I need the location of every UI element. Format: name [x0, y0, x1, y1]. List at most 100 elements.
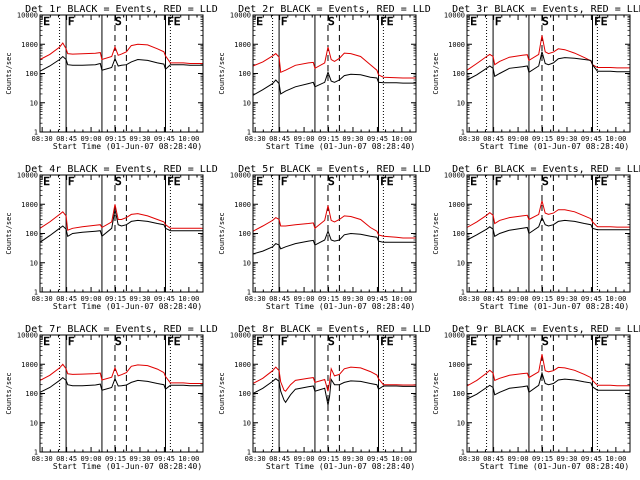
x-tick-label: 09:45	[581, 295, 602, 303]
x-tick-label: 09:15	[105, 135, 126, 143]
y-tick-label: 100	[25, 230, 38, 238]
x-tick-label: 09:30	[556, 455, 577, 463]
y-tick-label: 1	[247, 129, 251, 137]
segment-label: FE	[167, 335, 180, 348]
segment-label: E	[256, 175, 263, 188]
y-tick-label: 10	[30, 419, 38, 427]
y-tick-label: 10000	[230, 12, 251, 20]
y-axis-label: Counts/sec	[432, 372, 440, 414]
x-tick-label: 09:30	[342, 455, 363, 463]
plot-frame	[466, 334, 631, 453]
y-tick-label: 1000	[21, 41, 38, 49]
y-tick-label: 1	[461, 449, 465, 457]
x-tick-label: 09:00	[508, 135, 529, 143]
y-tick-label: 1	[461, 129, 465, 137]
x-tick-label: 09:45	[581, 455, 602, 463]
x-tick-label: 09:45	[154, 295, 175, 303]
panel-det-8: Det 8r BLACK = Events, RED = LLD Counts/s…	[218, 324, 431, 471]
y-tick-label: 100	[238, 70, 251, 78]
x-tick-label: 09:45	[154, 455, 175, 463]
x-tick-label: 08:30	[32, 455, 53, 463]
segment-label: FE	[380, 335, 393, 348]
x-tick-label: 09:15	[105, 455, 126, 463]
panel-title: Det 5r BLACK = Events, RED = LLD	[238, 164, 431, 175]
segment-label: FE	[380, 15, 393, 28]
y-axis-label: Counts/sec	[5, 372, 13, 414]
segment-label: S	[542, 175, 549, 188]
x-tick-label: 08:45	[269, 295, 290, 303]
segment-label: F	[281, 175, 288, 188]
y-tick-label: 1	[34, 289, 38, 297]
plot-frame	[252, 174, 417, 293]
panel-det-7: Det 7r BLACK = Events, RED = LLD Counts/s…	[5, 324, 218, 471]
y-tick-label: 1000	[234, 201, 251, 209]
x-tick-label: 10:00	[391, 295, 412, 303]
segment-label: F	[495, 335, 502, 348]
events-series-line	[39, 209, 203, 243]
panel-title: Det 9r BLACK = Events, RED = LLD	[452, 324, 640, 335]
x-tick-label: 09:00	[508, 295, 529, 303]
panel-title: Det 8r BLACK = Events, RED = LLD	[238, 324, 431, 335]
x-tick-label: 08:30	[245, 455, 266, 463]
segment-label: FE	[594, 15, 607, 28]
x-tick-label: 09:15	[532, 135, 553, 143]
x-tick-label: 09:00	[294, 135, 315, 143]
x-axis-label: Start Time (01-Jun-07 08:28:40)	[480, 142, 629, 151]
x-tick-label: 09:15	[318, 135, 339, 143]
x-tick-label: 09:45	[154, 135, 175, 143]
x-tick-label: 08:45	[483, 135, 504, 143]
y-axis-label: Counts/sec	[218, 212, 226, 254]
x-tick-label: 09:00	[294, 295, 315, 303]
x-tick-label: 09:45	[367, 135, 388, 143]
lld-series-line	[39, 363, 203, 384]
events-series-line	[466, 371, 630, 400]
x-tick-label: 09:30	[129, 135, 150, 143]
y-tick-label: 1000	[21, 361, 38, 369]
x-tick-label: 09:15	[318, 295, 339, 303]
y-tick-label: 10000	[444, 172, 465, 180]
y-tick-label: 100	[25, 390, 38, 398]
plot-frame	[39, 334, 204, 453]
x-tick-label: 08:45	[483, 455, 504, 463]
lld-series-line	[252, 366, 416, 392]
segment-label: S	[542, 335, 549, 348]
segment-label: S	[115, 15, 122, 28]
y-tick-label: 10000	[17, 172, 38, 180]
x-tick-label: 09:00	[294, 455, 315, 463]
x-tick-label: 09:00	[81, 295, 102, 303]
y-tick-label: 1000	[234, 361, 251, 369]
segment-label: FE	[594, 335, 607, 348]
x-tick-label: 09:30	[342, 135, 363, 143]
segment-label: F	[68, 335, 75, 348]
segment-label: FE	[380, 175, 393, 188]
x-tick-label: 10:00	[391, 135, 412, 143]
y-tick-label: 10	[30, 99, 38, 107]
plot-frame	[252, 14, 417, 133]
y-tick-label: 10000	[444, 12, 465, 20]
segment-label: FE	[167, 15, 180, 28]
segment-label: S	[115, 175, 122, 188]
y-tick-label: 1	[34, 129, 38, 137]
segment-label: FE	[167, 175, 180, 188]
x-tick-label: 09:00	[81, 455, 102, 463]
x-tick-label: 10:00	[605, 295, 626, 303]
events-series-line	[252, 229, 416, 255]
segment-label: F	[281, 335, 288, 348]
y-axis-label: Counts/sec	[5, 52, 13, 94]
y-tick-label: 100	[238, 230, 251, 238]
x-tick-label: 10:00	[605, 135, 626, 143]
segment-label: E	[43, 335, 50, 348]
x-tick-label: 09:30	[556, 135, 577, 143]
x-tick-label: 08:45	[56, 295, 77, 303]
x-tick-label: 09:15	[318, 455, 339, 463]
segment-label: F	[495, 175, 502, 188]
plot-frame	[252, 334, 417, 453]
lld-series-line	[252, 46, 416, 79]
x-tick-label: 10:00	[605, 455, 626, 463]
segment-label: S	[328, 335, 335, 348]
plot-frame	[39, 174, 204, 293]
y-tick-label: 10000	[230, 172, 251, 180]
panel-title: Det 1r BLACK = Events, RED = LLD	[25, 4, 218, 15]
x-tick-label: 10:00	[178, 135, 199, 143]
panel-det-2: Det 2r BLACK = Events, RED = LLD Counts/s…	[218, 4, 431, 151]
